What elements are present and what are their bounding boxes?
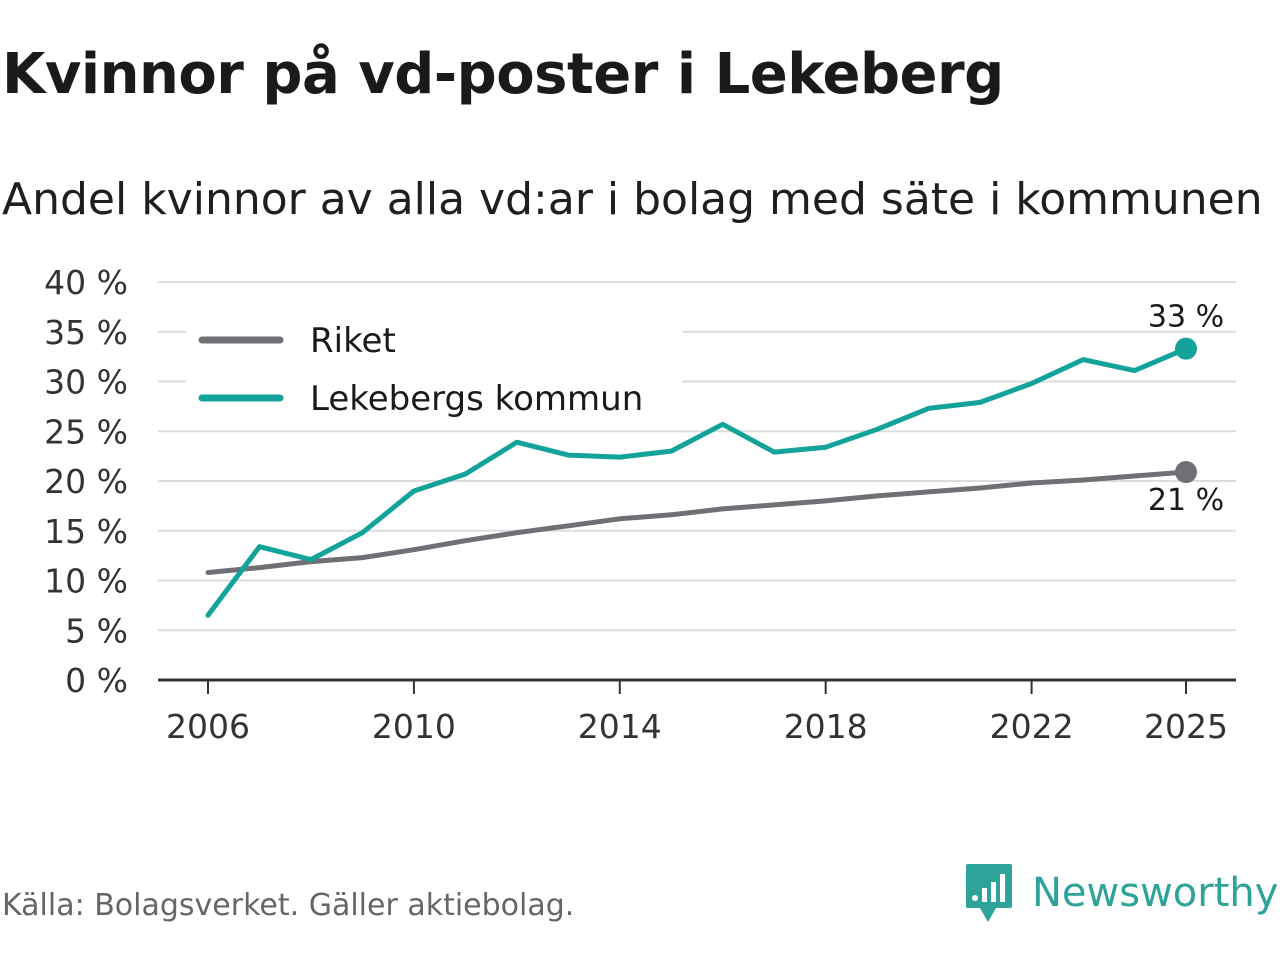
y-tick-label: 35 % (44, 313, 128, 352)
series-line-riket-end-marker (1175, 461, 1197, 484)
brand-logo: Newsworthy (964, 862, 1278, 924)
y-tick-label: 15 % (44, 512, 128, 551)
legend-label: Riket (310, 321, 396, 361)
end-label-lekeberg: 33 % (1148, 300, 1224, 335)
series-line-riket (205, 469, 1189, 575)
chart-title: Kvinnor på vd-poster i Lekeberg (2, 42, 1004, 107)
series-lines (205, 337, 1197, 618)
x-tick-label: 2010 (372, 707, 456, 746)
legend-label: Lekebergs kommun (310, 379, 643, 419)
series-line-lekebergs-kommun-end-marker (1175, 337, 1197, 360)
y-tick-label: 40 % (44, 263, 128, 302)
y-tick-label: 25 % (44, 412, 128, 451)
y-tick-label: 20 % (44, 462, 128, 501)
newsworthy-logo-icon (966, 864, 1012, 922)
y-tick-label: 0 % (65, 661, 128, 700)
brand-name: Newsworthy (1032, 870, 1279, 916)
legend-background (186, 312, 682, 422)
y-tick-label: 30 % (44, 363, 128, 402)
end-labels: 33 % 21 % (1148, 300, 1224, 518)
x-tick-label: 2006 (166, 707, 250, 746)
chart-subtitle: Andel kvinnor av alla vd:ar i bolag med … (2, 174, 1263, 225)
x-tick-label: 2018 (784, 707, 868, 746)
end-label-riket: 21 % (1148, 483, 1224, 518)
x-tick-label: 2022 (990, 707, 1074, 746)
y-tick-label: 5 % (65, 611, 128, 650)
legend: Riket Lekebergs kommun (186, 312, 682, 422)
y-axis-tick-labels: 0 % 5 % 10 % 15 % 20 % 25 % 30 % 35 % 40 % (44, 263, 128, 700)
x-axis: 2006 2010 2014 2018 2022 2025 (158, 678, 1236, 746)
x-tick-label: 2025 (1144, 707, 1228, 746)
y-tick-label: 10 % (44, 562, 128, 601)
x-tick-label: 2014 (578, 707, 662, 746)
source-note: Källa: Bolagsverket. Gäller aktiebolag. (2, 888, 575, 923)
series-line-lekebergs-kommun (205, 346, 1189, 618)
